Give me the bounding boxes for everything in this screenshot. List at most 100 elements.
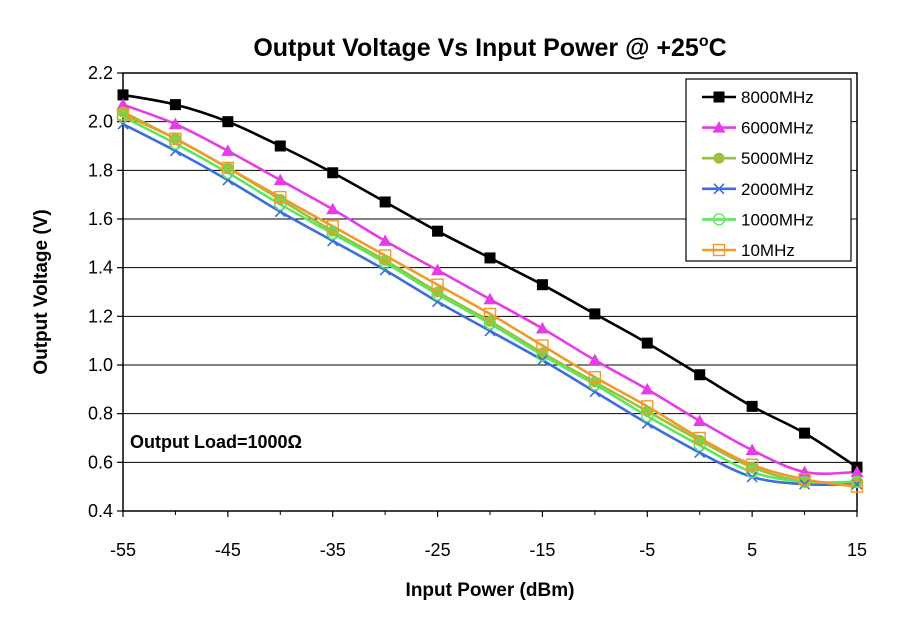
y-tick-label: 2.2 bbox=[88, 63, 113, 83]
data-point-6000mhz bbox=[221, 144, 235, 156]
tick-labels: 0.40.60.81.01.21.41.61.82.02.2-55 -45 -35-… bbox=[88, 63, 867, 560]
data-point-6000mhz bbox=[588, 353, 602, 366]
data-point-10mhz bbox=[274, 190, 287, 204]
legend-marker-6000mhz bbox=[712, 121, 726, 133]
plot-area bbox=[122, 72, 858, 512]
legend-label-2000mhz: 2000MHz bbox=[741, 180, 814, 199]
x-tick-label: -25 bbox=[425, 540, 451, 560]
data-point-1000mhz bbox=[641, 409, 654, 423]
data-point-8000mhz bbox=[117, 89, 129, 101]
chart-title: Output Voltage Vs Input Power @ +25oC bbox=[253, 33, 726, 62]
legend-marker-1000mhz bbox=[712, 213, 726, 226]
data-point-6000mhz bbox=[693, 414, 707, 426]
data-point-5000mhz bbox=[432, 286, 444, 298]
data-point-6000mhz bbox=[168, 117, 182, 130]
data-point-6000mhz bbox=[116, 98, 130, 110]
annotation: Output Load=1000Ω bbox=[124, 426, 352, 456]
y-tick-label: 1.4 bbox=[88, 258, 113, 278]
data-point-8000mhz bbox=[694, 369, 706, 381]
legend-marker-2000mhz bbox=[713, 183, 725, 195]
x-tick-label: -35 bbox=[320, 540, 346, 560]
data-point-1000mhz bbox=[326, 227, 339, 240]
annotation-text: Output Load=1000Ω bbox=[130, 432, 302, 452]
data-point-10mhz bbox=[326, 220, 339, 233]
data-point-10mhz bbox=[221, 161, 235, 175]
annotation-background bbox=[124, 426, 352, 456]
x-axis-title: Input Power (dBm) bbox=[406, 580, 575, 601]
data-point-8000mhz bbox=[169, 99, 181, 111]
chart-title-suffix: C bbox=[709, 34, 727, 62]
y-tick-label: 0.4 bbox=[88, 501, 113, 521]
data-point-1000mhz bbox=[693, 439, 706, 452]
data-point-5000mhz bbox=[484, 315, 496, 327]
data-point-1000mhz bbox=[588, 378, 602, 391]
data-point-10mhz bbox=[798, 473, 811, 486]
data-point-6000mhz bbox=[850, 465, 864, 478]
data-point-8000mhz bbox=[484, 252, 496, 264]
y-tick-label: 1.2 bbox=[88, 306, 113, 326]
data-point-6000mhz bbox=[431, 263, 445, 276]
y-axis-title: Output Voltage (V) bbox=[31, 209, 52, 374]
data-point-8000mhz bbox=[379, 196, 391, 208]
legend-label-6000mhz: 6000MHz bbox=[741, 119, 814, 138]
data-point-10mhz bbox=[641, 400, 654, 413]
y-tick-label: 1.8 bbox=[88, 160, 113, 180]
data-point-10mhz bbox=[169, 132, 182, 145]
x-tick-label: 5 bbox=[747, 540, 757, 560]
data-point-6000mhz bbox=[745, 443, 759, 456]
data-point-10mhz bbox=[378, 249, 392, 262]
data-point-1000mhz bbox=[274, 198, 287, 211]
data-point-10mhz bbox=[116, 108, 130, 121]
data-point-6000mhz bbox=[326, 202, 340, 215]
y-tick-label: 1.0 bbox=[88, 355, 113, 375]
data-point-10mhz bbox=[588, 370, 602, 384]
data-point-8000mhz bbox=[589, 308, 601, 320]
data-point-1000mhz bbox=[483, 317, 497, 330]
y-tick-label: 0.6 bbox=[88, 452, 113, 472]
legend-label-1000mhz: 1000MHz bbox=[741, 210, 814, 229]
data-point-1000mhz bbox=[431, 288, 444, 301]
data-point-8000mhz bbox=[432, 225, 444, 237]
chart-title-superscript: o bbox=[699, 33, 709, 50]
legend-label-10mhz: 10MHz bbox=[741, 241, 795, 260]
data-point-8000mhz bbox=[746, 400, 758, 412]
data-point-8000mhz bbox=[222, 116, 234, 128]
data-point-10mhz bbox=[536, 339, 549, 352]
data-point-6000mhz bbox=[483, 292, 497, 305]
data-point-10mhz bbox=[483, 307, 497, 321]
data-point-1000mhz bbox=[745, 465, 759, 479]
data-point-6000mhz bbox=[273, 173, 287, 186]
data-point-10mhz bbox=[431, 278, 444, 291]
data-point-8000mhz bbox=[536, 279, 548, 291]
legend-label-8000mhz: 8000MHz bbox=[741, 88, 814, 107]
data-point-8000mhz bbox=[274, 140, 286, 152]
legend-marker-5000mhz bbox=[713, 152, 725, 164]
data-point-10mhz bbox=[745, 458, 759, 471]
legend: 8000MHz 6000MHz 5000MHz 2000MHz 1000MHz 10MHz bbox=[685, 78, 852, 262]
legend-marker-8000mhz bbox=[713, 91, 725, 103]
data-point-1000mhz bbox=[536, 349, 549, 362]
x-tick-label: -5 bbox=[639, 540, 655, 560]
x-tick-label: 15 bbox=[847, 540, 867, 560]
legend-marker-10mhz bbox=[712, 243, 726, 257]
series-line-10mhz bbox=[122, 113, 858, 488]
data-point-10mhz bbox=[693, 431, 706, 445]
series-markers bbox=[116, 89, 864, 493]
x-tick-label: -15 bbox=[529, 540, 555, 560]
data-point-1000mhz bbox=[378, 256, 392, 269]
data-point-6000mhz bbox=[378, 234, 392, 246]
data-point-8000mhz bbox=[641, 337, 653, 349]
data-point-6000mhz bbox=[535, 322, 549, 334]
y-tick-label: 2.0 bbox=[88, 112, 113, 132]
legend-box bbox=[685, 78, 852, 262]
data-point-8000mhz bbox=[327, 167, 339, 179]
data-point-8000mhz bbox=[799, 427, 811, 439]
data-point-10mhz bbox=[850, 480, 864, 493]
x-tick-label: -55 bbox=[110, 540, 136, 560]
y-tick-label: 0.8 bbox=[88, 404, 113, 424]
chart-title-main: Output Voltage Vs Input Power @ +25 bbox=[253, 34, 699, 62]
legend-label-5000mhz: 5000MHz bbox=[741, 149, 814, 168]
y-tick-label: 1.6 bbox=[88, 209, 113, 229]
data-point-6000mhz bbox=[640, 382, 654, 395]
